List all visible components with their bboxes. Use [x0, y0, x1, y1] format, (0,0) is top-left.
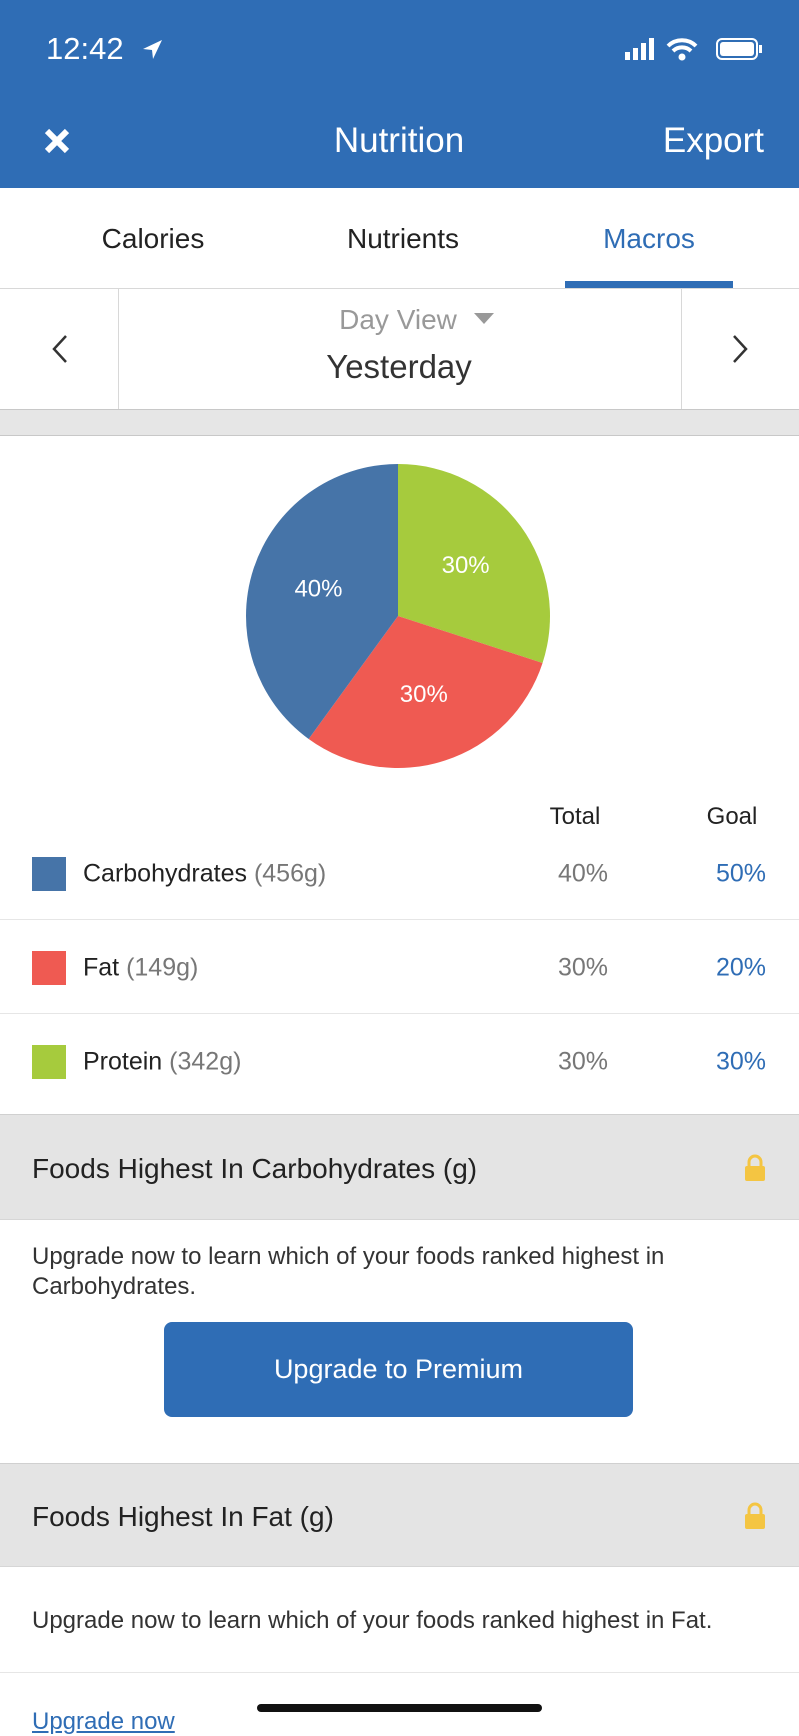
row-total: 30%	[557, 1047, 608, 1076]
top-bar: 12:42 Nutrition Export	[0, 0, 799, 188]
next-button[interactable]	[728, 334, 752, 364]
row-grams: (456g)	[253, 859, 327, 888]
row-label: Protein (342g)	[83, 1048, 241, 1077]
section-text: Upgrade now to learn which of your foods…	[32, 1243, 665, 1300]
status-icons	[625, 38, 762, 61]
tab-indicator	[565, 281, 733, 289]
view-selector[interactable]: Day View	[339, 304, 457, 335]
legend-label: Carbohydrates	[83, 859, 247, 888]
row-grams: (342g)	[169, 1047, 242, 1076]
lock-icon	[745, 1502, 765, 1529]
prev-button[interactable]	[48, 334, 72, 364]
column-header: Goal	[706, 803, 758, 830]
pie-slice	[398, 464, 550, 663]
tab[interactable]: Nutrients	[346, 223, 460, 254]
upgrade-button[interactable]: Upgrade to Premium	[164, 1322, 633, 1417]
legend-swatch	[32, 951, 66, 985]
divider	[118, 289, 119, 409]
dropdown-icon	[474, 313, 494, 324]
slice-label: 40%	[294, 576, 342, 603]
slice-label: 30%	[400, 681, 448, 708]
legend-swatch	[32, 1045, 66, 1079]
section-header: Foods Highest In Fat (g)	[0, 1463, 799, 1567]
row-total: 30%	[557, 953, 608, 982]
upgrade-link[interactable]: Upgrade now	[32, 1708, 175, 1735]
tab-active[interactable]: Macros	[603, 223, 695, 254]
legend-label: Fat	[83, 953, 120, 982]
date-label: Yesterday	[326, 348, 472, 385]
row-goal: 20%	[715, 953, 766, 982]
section-text: Upgrade now to learn which of your foods…	[32, 1607, 713, 1634]
section-title: Foods Highest In Carbohydrates (g)	[32, 1153, 478, 1184]
section-header: Foods Highest In Carbohydrates (g)	[0, 1114, 799, 1220]
pie-slice	[308, 616, 543, 768]
row-goal: 50%	[715, 859, 766, 888]
location-icon	[143, 40, 162, 59]
row-total: 40%	[557, 859, 608, 888]
column-header: Total	[549, 803, 601, 830]
divider	[681, 289, 682, 409]
home-indicator	[257, 1704, 542, 1712]
slice-label: 30%	[442, 552, 490, 579]
row-goal: 30%	[715, 1047, 766, 1076]
spacer	[0, 409, 799, 436]
legend-swatch	[32, 857, 66, 891]
tab[interactable]: Calories	[101, 223, 205, 254]
legend-label: Protein	[83, 1047, 163, 1076]
row-grams: (149g)	[126, 953, 199, 982]
export-button[interactable]: Export	[662, 121, 764, 160]
lock-icon	[745, 1154, 765, 1181]
header-title: Nutrition	[333, 121, 465, 160]
pie-chart: 30% 30% 40%	[246, 464, 550, 768]
row-label: Carbohydrates (456g)	[83, 860, 326, 889]
status-time: 12:42	[46, 31, 124, 66]
close-button[interactable]	[43, 127, 71, 155]
pie-slice	[246, 464, 398, 739]
row-label: Fat (149g)	[83, 954, 198, 983]
section-title: Foods Highest In Fat (g)	[32, 1501, 334, 1532]
